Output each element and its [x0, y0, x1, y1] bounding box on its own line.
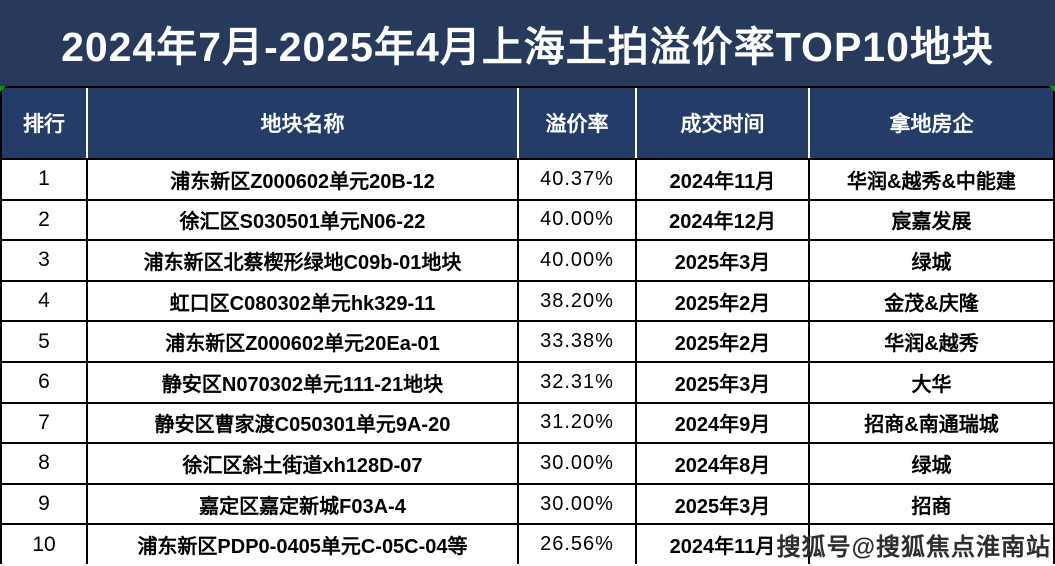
cell-deal-date: 2024年11月 [637, 160, 810, 199]
cell-premium-rate: 30.00% [519, 444, 637, 483]
cell-premium-rate: 40.37% [519, 160, 637, 199]
table-row: 8 徐汇区斜土街道xh128D-07 30.00% 2024年8月 绿城 [2, 444, 1053, 485]
cell-deal-date: 2024年11月 [637, 525, 810, 564]
cell-developer: 金茂&庆隆 [884, 292, 979, 315]
table-row: 9 嘉定区嘉定新城F03A-4 30.00% 2025年3月 招商 [2, 484, 1053, 526]
cell-premium-rate: 38.20% [519, 281, 637, 321]
cell-rank: 1 [2, 160, 88, 199]
cell-rank: 3 [2, 241, 88, 280]
cell-plot-name: 浦东新区北蔡楔形绿地C09b-01地块 [88, 241, 519, 280]
cell-premium-rate: 26.56% [519, 525, 637, 564]
cell-rank: 6 [2, 362, 88, 402]
cell-deal-date: 2024年9月 [637, 403, 810, 443]
cell-plot-name: 嘉定区嘉定新城F03A-4 [88, 484, 519, 524]
table-row: 4 虹口区C080302单元hk329-11 38.20% 2025年2月 金茂… [2, 281, 1053, 323]
cell-developer: 宸嘉发展 [891, 211, 972, 234]
table-row: 6 静安区N070302单元111-21地块 32.31% 2025年3月 大华 [2, 362, 1053, 404]
cell-plot-name: 徐汇区斜土街道xh128D-07 [88, 444, 519, 483]
cell-deal-date: 2025年3月 [637, 241, 810, 280]
table-row: 10 浦东新区PDP0-0405单元C-05C-04等 26.56% 2024年… [2, 525, 1053, 564]
cell-plot-name: 虹口区C080302单元hk329-11 [88, 281, 519, 321]
cell-rank: 8 [2, 444, 88, 483]
data-table: 排行 地块名称 溢价率 成交时间 拿地房企 1 浦东新区Z000602单元20B… [0, 86, 1055, 564]
cell-deal-date: 2025年2月 [637, 281, 810, 321]
green-corner-artifact-left [0, 86, 6, 92]
cell-rank: 4 [2, 281, 88, 321]
cell-developer: 大华 [911, 373, 952, 396]
cell-developer: 绿城 [911, 454, 952, 477]
column-header-date: 成交时间 [637, 88, 810, 158]
column-header-developer: 拿地房企 [889, 113, 974, 136]
cell-developer: 华润&越秀 [884, 333, 979, 356]
cell-plot-name: 静安区曹家渡C050301单元9A-20 [88, 403, 519, 443]
cell-plot-name: 静安区N070302单元111-21地块 [88, 362, 519, 402]
column-header-premium: 溢价率 [519, 88, 637, 158]
table-body: 1 浦东新区Z000602单元20B-12 40.37% 2024年11月 华润… [2, 160, 1053, 564]
cell-rank: 5 [2, 322, 88, 361]
cell-rank: 10 [2, 525, 88, 564]
cell-developer: 招商 [911, 495, 952, 518]
cell-deal-date: 2024年12月 [637, 200, 810, 240]
cell-developer [810, 525, 1053, 564]
table-row: 2 徐汇区S030501单元N06-22 40.00% 2024年12月 宸嘉发… [2, 200, 1053, 242]
cell-premium-rate: 40.00% [519, 200, 637, 240]
cell-rank: 7 [2, 403, 88, 443]
cell-rank: 2 [2, 200, 88, 240]
cell-rank: 9 [2, 484, 88, 524]
cell-deal-date: 2025年3月 [637, 362, 810, 402]
cell-premium-rate: 32.31% [519, 362, 637, 402]
page-title: 2024年7月-2025年4月上海土拍溢价率TOP10地块 [0, 0, 1055, 86]
cell-deal-date: 2025年3月 [637, 484, 810, 524]
table-header-row: 排行 地块名称 溢价率 成交时间 拿地房企 [2, 86, 1053, 160]
cell-developer: 华润&越秀&中能建 [847, 170, 1016, 193]
column-header-name: 地块名称 [88, 88, 519, 158]
cell-premium-rate: 40.00% [519, 241, 637, 280]
cell-developer: 绿城 [911, 251, 952, 274]
cell-premium-rate: 30.00% [519, 484, 637, 524]
column-header-rank: 排行 [2, 88, 88, 158]
cell-developer: 招商&南通瑞城 [864, 414, 999, 437]
cell-premium-rate: 33.38% [519, 322, 637, 361]
green-corner-artifact-right [1049, 86, 1055, 92]
table-row: 3 浦东新区北蔡楔形绿地C09b-01地块 40.00% 2025年3月 绿城 [2, 241, 1053, 282]
cell-premium-rate: 31.20% [519, 403, 637, 443]
table-row: 7 静安区曹家渡C050301单元9A-20 31.20% 2024年9月 招商… [2, 403, 1053, 445]
table-row: 1 浦东新区Z000602单元20B-12 40.37% 2024年11月 华润… [2, 160, 1053, 201]
table-row: 5 浦东新区Z000602单元20Ea-01 33.38% 2025年2月 华润… [2, 322, 1053, 363]
cell-plot-name: 浦东新区Z000602单元20Ea-01 [88, 322, 519, 361]
cell-plot-name: 徐汇区S030501单元N06-22 [88, 200, 519, 240]
cell-plot-name: 浦东新区PDP0-0405单元C-05C-04等 [88, 525, 519, 564]
cell-deal-date: 2024年8月 [637, 444, 810, 483]
cell-plot-name: 浦东新区Z000602单元20B-12 [88, 160, 519, 199]
cell-deal-date: 2025年2月 [637, 322, 810, 361]
